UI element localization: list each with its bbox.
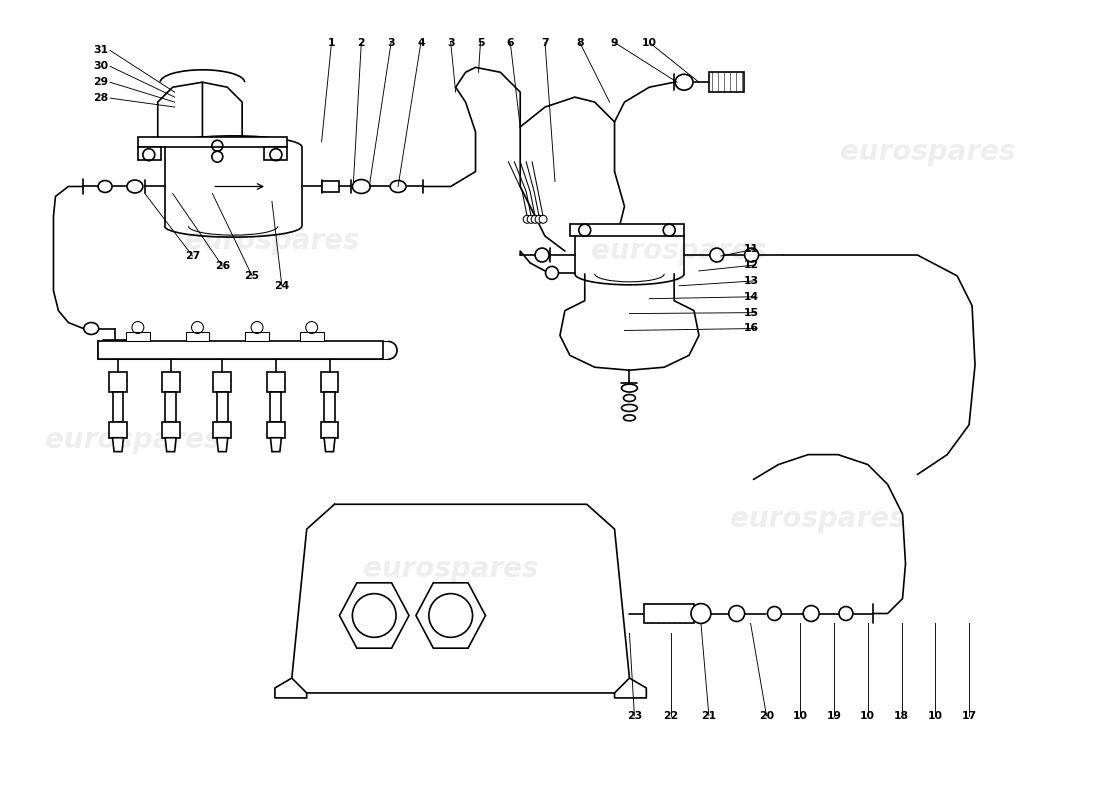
Text: 12: 12 bbox=[744, 260, 759, 270]
Circle shape bbox=[527, 215, 535, 223]
Text: 4: 4 bbox=[417, 38, 425, 47]
Ellipse shape bbox=[768, 606, 781, 621]
Ellipse shape bbox=[390, 181, 406, 193]
Polygon shape bbox=[112, 392, 123, 422]
Ellipse shape bbox=[352, 179, 371, 194]
Polygon shape bbox=[138, 146, 161, 160]
Polygon shape bbox=[708, 72, 744, 92]
Text: 14: 14 bbox=[744, 292, 759, 302]
Text: 3: 3 bbox=[447, 38, 454, 47]
Polygon shape bbox=[126, 333, 150, 342]
Polygon shape bbox=[320, 422, 339, 438]
Polygon shape bbox=[267, 372, 285, 392]
Polygon shape bbox=[217, 438, 228, 452]
Polygon shape bbox=[264, 146, 287, 160]
Text: 2: 2 bbox=[358, 38, 365, 47]
Polygon shape bbox=[645, 603, 694, 623]
Text: 21: 21 bbox=[702, 710, 716, 721]
Polygon shape bbox=[271, 438, 282, 452]
Ellipse shape bbox=[98, 181, 112, 193]
Polygon shape bbox=[98, 342, 383, 359]
Ellipse shape bbox=[546, 266, 559, 279]
Ellipse shape bbox=[621, 405, 637, 411]
Ellipse shape bbox=[710, 248, 724, 262]
Polygon shape bbox=[165, 438, 176, 452]
Text: 24: 24 bbox=[274, 281, 289, 290]
Polygon shape bbox=[109, 372, 126, 392]
Polygon shape bbox=[109, 422, 126, 438]
Ellipse shape bbox=[745, 248, 759, 262]
Polygon shape bbox=[416, 583, 485, 648]
Text: 5: 5 bbox=[476, 38, 484, 47]
Polygon shape bbox=[320, 372, 339, 392]
Ellipse shape bbox=[126, 180, 143, 193]
Text: 15: 15 bbox=[744, 308, 759, 318]
Polygon shape bbox=[245, 333, 270, 342]
Ellipse shape bbox=[839, 606, 853, 621]
Ellipse shape bbox=[535, 248, 549, 262]
Text: 8: 8 bbox=[576, 38, 583, 47]
Text: 10: 10 bbox=[860, 710, 876, 721]
Text: eurospares: eurospares bbox=[730, 505, 906, 533]
Polygon shape bbox=[340, 583, 409, 648]
Text: eurospares: eurospares bbox=[45, 426, 221, 454]
Ellipse shape bbox=[624, 394, 636, 402]
Polygon shape bbox=[186, 333, 209, 342]
Circle shape bbox=[539, 215, 547, 223]
Circle shape bbox=[535, 215, 543, 223]
Text: 13: 13 bbox=[744, 276, 759, 286]
Ellipse shape bbox=[728, 606, 745, 622]
Ellipse shape bbox=[624, 415, 636, 421]
Polygon shape bbox=[324, 392, 336, 422]
Text: 1: 1 bbox=[328, 38, 336, 47]
Circle shape bbox=[531, 215, 539, 223]
Text: 28: 28 bbox=[94, 93, 108, 103]
Text: 17: 17 bbox=[961, 710, 977, 721]
Text: 26: 26 bbox=[214, 261, 230, 271]
Polygon shape bbox=[213, 422, 231, 438]
Text: 11: 11 bbox=[744, 244, 759, 254]
Text: 23: 23 bbox=[627, 710, 642, 721]
Text: 10: 10 bbox=[793, 710, 807, 721]
Circle shape bbox=[691, 603, 711, 623]
Text: 10: 10 bbox=[927, 710, 943, 721]
Text: 20: 20 bbox=[759, 710, 774, 721]
Text: eurospares: eurospares bbox=[363, 555, 538, 583]
Polygon shape bbox=[217, 392, 228, 422]
Polygon shape bbox=[162, 372, 179, 392]
Text: 29: 29 bbox=[94, 78, 108, 87]
Text: 10: 10 bbox=[641, 38, 657, 47]
Text: 27: 27 bbox=[185, 251, 200, 261]
Polygon shape bbox=[162, 422, 179, 438]
Ellipse shape bbox=[803, 606, 820, 622]
Polygon shape bbox=[138, 137, 287, 146]
Circle shape bbox=[524, 215, 531, 223]
Polygon shape bbox=[299, 333, 323, 342]
Ellipse shape bbox=[84, 322, 99, 334]
Text: 3: 3 bbox=[387, 38, 395, 47]
Text: eurospares: eurospares bbox=[839, 138, 1015, 166]
Polygon shape bbox=[271, 392, 282, 422]
Polygon shape bbox=[570, 224, 684, 236]
Text: 25: 25 bbox=[244, 271, 260, 281]
Text: 6: 6 bbox=[506, 38, 514, 47]
Text: eurospares: eurospares bbox=[184, 227, 360, 255]
Text: 19: 19 bbox=[826, 710, 842, 721]
Text: 18: 18 bbox=[894, 710, 909, 721]
Ellipse shape bbox=[621, 384, 637, 392]
Polygon shape bbox=[267, 422, 285, 438]
Text: 9: 9 bbox=[610, 38, 618, 47]
Polygon shape bbox=[213, 372, 231, 392]
Polygon shape bbox=[165, 392, 176, 422]
Text: 16: 16 bbox=[744, 323, 759, 334]
Polygon shape bbox=[112, 438, 123, 452]
Text: eurospares: eurospares bbox=[592, 237, 767, 265]
Polygon shape bbox=[321, 181, 340, 193]
Text: 30: 30 bbox=[94, 62, 108, 71]
Text: 31: 31 bbox=[94, 46, 108, 55]
Polygon shape bbox=[324, 438, 336, 452]
Text: 22: 22 bbox=[663, 710, 679, 721]
Ellipse shape bbox=[675, 74, 693, 90]
Text: 7: 7 bbox=[541, 38, 549, 47]
